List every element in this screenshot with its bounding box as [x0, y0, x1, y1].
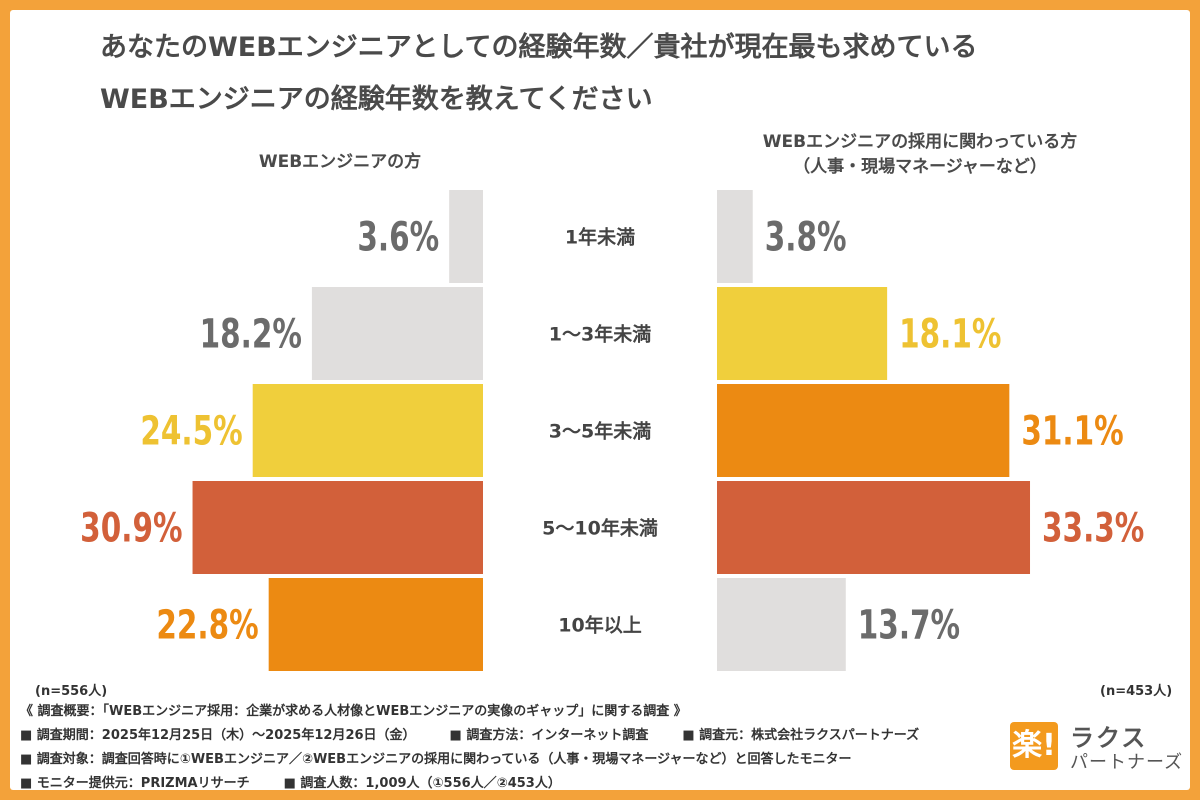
- footer-count: ■ 調査人数：1,009人（①556人／②453人）: [283, 776, 561, 791]
- footer-period: ■ 調査期間：2025年12月25日（木）〜2025年12月26日（金）: [20, 728, 416, 743]
- footer-source: ■ 調査元：株式会社ラクスパートナーズ: [682, 728, 920, 743]
- footer-provider: ■ モニター提供元：PRIZMAリサーチ: [20, 776, 250, 791]
- title-line-1: あなたのWEBエンジニアとしての経験年数／貴社が現在最も求めている: [100, 32, 978, 63]
- right-value-label: 31.1%: [1021, 407, 1123, 454]
- right-bar: [717, 287, 888, 380]
- left-value-label: 3.6%: [357, 213, 439, 260]
- right-bar: [717, 190, 753, 283]
- right-value-label: 18.1%: [899, 310, 1001, 357]
- chart-title: あなたのWEBエンジニアとしての経験年数／貴社が現在最も求めている WEBエンジ…: [100, 22, 977, 126]
- right-header-line-2: （人事・現場マネージャーなど）: [793, 157, 1047, 177]
- right-value-label: 3.8%: [765, 213, 847, 260]
- left-header: WEBエンジニアの方: [258, 152, 422, 172]
- category-label: 1年未満: [565, 226, 635, 249]
- left-bar: [192, 481, 484, 574]
- logo-mark: 楽!: [1010, 722, 1058, 770]
- survey-footer: 《 調査概要：「WEBエンジニア採用：企業が求める人材像とWEBエンジニアの実像…: [20, 700, 953, 796]
- right-bar: [717, 384, 1010, 477]
- left-bar: [449, 190, 483, 283]
- right-bar: [717, 578, 846, 671]
- logo-text-2: パートナーズ: [1070, 752, 1184, 773]
- right-header: WEBエンジニアの採用に関わっている方 （人事・現場マネージャーなど）: [710, 130, 1130, 180]
- right-value-label: 33.3%: [1042, 504, 1144, 551]
- footer-method: ■ 調査方法：インターネット調査: [449, 728, 649, 743]
- left-bar: [311, 287, 483, 380]
- right-value-label: 13.7%: [858, 601, 960, 648]
- logo-text-1: ラクス: [1070, 724, 1148, 752]
- right-sample-size: (n=453人): [1100, 684, 1173, 699]
- footer-target: ■ 調査対象：調査回答時に①WEBエンジニア／②WEBエンジニアの採用に関わって…: [20, 752, 852, 767]
- left-bar: [268, 578, 483, 671]
- left-value-label: 22.8%: [156, 601, 258, 648]
- footer-row-2: ■ 調査期間：2025年12月25日（木）〜2025年12月26日（金） ■ 調査…: [20, 724, 953, 748]
- left-value-label: 18.2%: [200, 310, 302, 357]
- left-value-label: 30.9%: [80, 504, 182, 551]
- category-label: 1〜3年未満: [549, 323, 651, 346]
- left-bar: [252, 384, 483, 477]
- right-bar: [717, 481, 1031, 574]
- left-value-label: 24.5%: [140, 407, 242, 454]
- right-header-line-1: WEBエンジニアの採用に関わっている方: [762, 132, 1078, 152]
- category-label: 10年以上: [558, 614, 641, 637]
- footer-row-4: ■ モニター提供元：PRIZMAリサーチ ■ 調査人数：1,009人（①556人／…: [20, 772, 953, 796]
- left-sample-size: (n=556人): [35, 684, 108, 699]
- title-line-2: WEBエンジニアの経験年数を教えてください: [100, 84, 653, 115]
- category-label: 5〜10年未満: [542, 517, 658, 540]
- category-label: 3〜5年未満: [549, 420, 651, 443]
- footer-overview: 《 調査概要：「WEBエンジニア採用：企業が求める人材像とWEBエンジニアの実像…: [20, 704, 687, 719]
- company-logo: 楽! ラクス パートナーズ: [1010, 718, 1190, 774]
